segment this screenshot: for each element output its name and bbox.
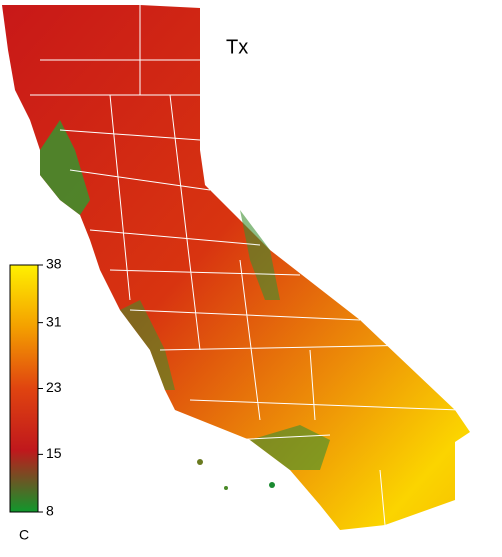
map-title: Tx [226, 36, 248, 58]
colorbar [9, 264, 39, 513]
colorbar-tick-label: 8 [46, 503, 54, 519]
colorbar-tick-label: 15 [46, 445, 62, 461]
colorbar-tick-label: 38 [46, 256, 62, 272]
colorbar-unit: C [19, 527, 29, 543]
colorbar-ticks: 8 15 23 31 38 [38, 256, 62, 519]
california [2, 5, 470, 530]
colorbar-tick-label: 31 [46, 313, 62, 329]
colorbar-tick-label: 23 [46, 379, 62, 395]
